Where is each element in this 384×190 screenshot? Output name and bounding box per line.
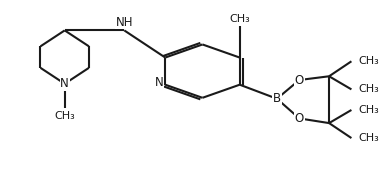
Text: N: N: [60, 77, 69, 90]
Text: CH₃: CH₃: [359, 133, 380, 143]
Text: CH₃: CH₃: [229, 14, 250, 24]
Text: CH₃: CH₃: [359, 105, 380, 115]
Text: NH: NH: [116, 16, 133, 28]
Text: O: O: [295, 74, 304, 86]
Text: B: B: [273, 92, 281, 105]
Text: O: O: [295, 112, 304, 125]
Text: N: N: [155, 76, 163, 89]
Text: CH₃: CH₃: [359, 56, 380, 66]
Text: CH₃: CH₃: [359, 84, 380, 94]
Text: CH₃: CH₃: [54, 111, 75, 121]
